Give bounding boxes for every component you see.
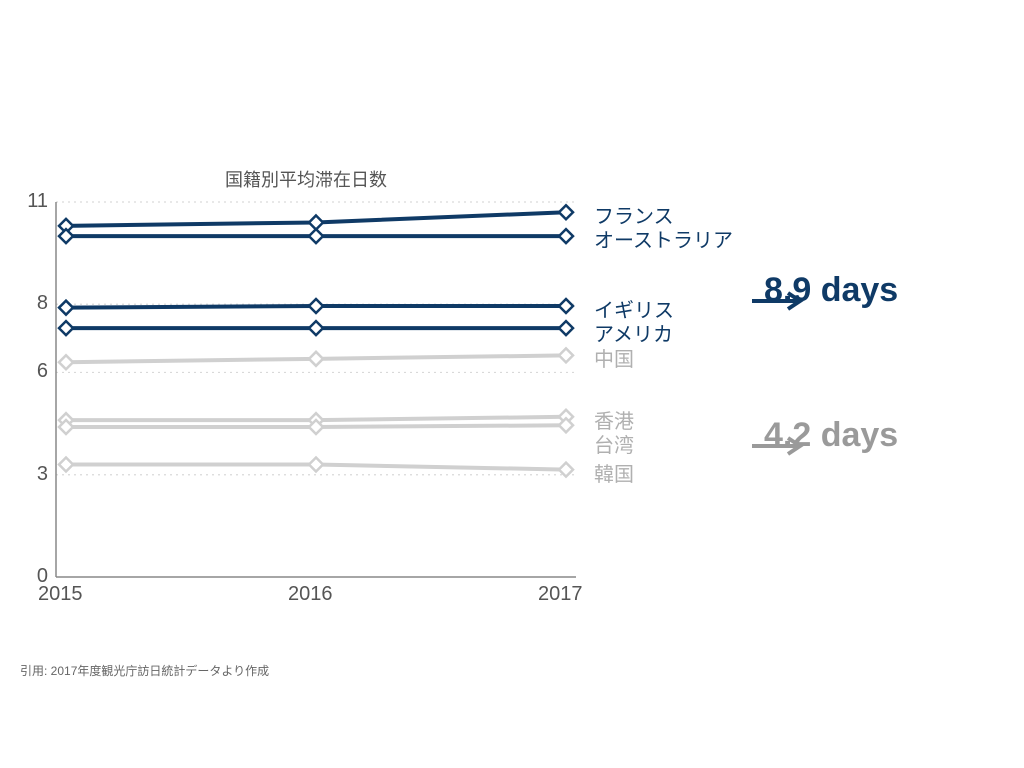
callout-bottom: 4.2 days — [750, 416, 898, 455]
callout-top: 8.9 days — [750, 271, 898, 310]
chart-plot — [46, 192, 586, 592]
series-label: 台湾 — [594, 429, 634, 458]
x-tick-label: 2016 — [288, 583, 333, 606]
x-tick-label: 2017 — [538, 583, 583, 606]
y-tick-label: 11 — [27, 190, 48, 213]
x-tick-label: 2015 — [38, 583, 83, 606]
citation-text: 引用: 2017年度観光庁訪日統計データより作成 — [20, 662, 269, 679]
y-tick-label: 6 — [37, 360, 48, 383]
y-tick-label: 3 — [37, 463, 48, 486]
series-label: 中国 — [594, 343, 634, 372]
series-label: 韓国 — [594, 458, 634, 487]
chart-title: 国籍別平均滞在日数 — [225, 166, 387, 192]
series-label: オーストラリア — [594, 224, 733, 253]
y-tick-label: 8 — [37, 292, 48, 315]
